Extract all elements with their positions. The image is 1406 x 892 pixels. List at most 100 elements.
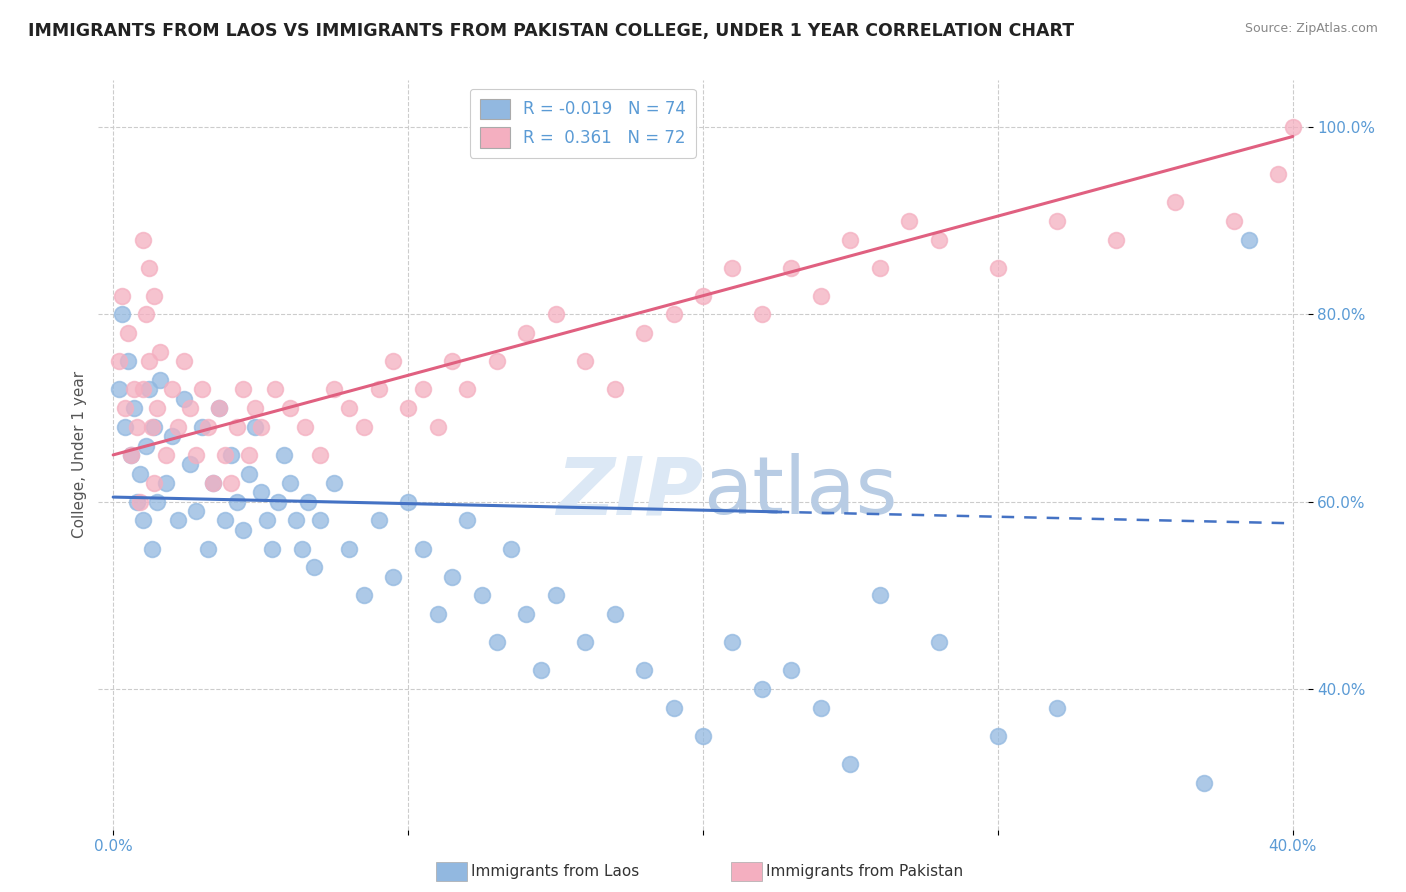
Point: [141, 541, 163, 556]
Point: [179, 457, 201, 471]
Point: [839, 232, 862, 246]
Point: [987, 260, 1010, 275]
Point: [396, 401, 419, 416]
Point: [184, 448, 207, 462]
Point: [1164, 195, 1187, 210]
Point: [262, 541, 284, 556]
Point: [138, 354, 160, 368]
Point: [278, 476, 301, 491]
Point: [869, 260, 891, 275]
Point: [308, 448, 330, 462]
Point: [273, 448, 295, 462]
Point: [662, 307, 685, 321]
Point: [160, 429, 183, 443]
Point: [412, 382, 434, 396]
Point: [117, 326, 139, 341]
Point: [173, 354, 195, 368]
Point: [243, 419, 266, 434]
Point: [135, 439, 157, 453]
Point: [441, 570, 464, 584]
Point: [456, 514, 478, 528]
Point: [232, 523, 254, 537]
Point: [603, 382, 626, 396]
Point: [367, 514, 389, 528]
Point: [111, 289, 134, 303]
Point: [285, 514, 308, 528]
Point: [603, 607, 626, 622]
Point: [249, 419, 271, 434]
Point: [184, 504, 207, 518]
Point: [173, 392, 195, 406]
Point: [485, 635, 508, 649]
Text: Immigrants from Laos: Immigrants from Laos: [471, 864, 640, 879]
Point: [143, 476, 166, 491]
Point: [987, 729, 1010, 743]
Point: [202, 476, 225, 491]
Point: [544, 589, 567, 603]
Point: [1046, 701, 1069, 715]
Point: [297, 494, 319, 508]
Point: [108, 382, 131, 396]
Point: [243, 401, 266, 416]
Point: [751, 307, 773, 321]
Point: [197, 419, 219, 434]
Point: [574, 635, 596, 649]
Point: [149, 373, 172, 387]
Point: [249, 485, 271, 500]
Point: [692, 729, 714, 743]
Point: [111, 307, 134, 321]
Point: [219, 476, 242, 491]
Point: [382, 570, 405, 584]
Point: [353, 419, 375, 434]
Point: [146, 401, 169, 416]
Point: [928, 635, 950, 649]
Point: [141, 419, 163, 434]
Point: [226, 494, 249, 508]
Point: [167, 514, 190, 528]
Legend: R = -0.019   N = 74, R =  0.361   N = 72: R = -0.019 N = 74, R = 0.361 N = 72: [470, 88, 696, 158]
Point: [128, 467, 150, 481]
Point: [122, 382, 145, 396]
Point: [337, 401, 360, 416]
Point: [125, 419, 148, 434]
Text: IMMIGRANTS FROM LAOS VS IMMIGRANTS FROM PAKISTAN COLLEGE, UNDER 1 YEAR CORRELATI: IMMIGRANTS FROM LAOS VS IMMIGRANTS FROM …: [28, 22, 1074, 40]
Point: [128, 494, 150, 508]
Text: ZIP: ZIP: [555, 453, 703, 532]
Point: [108, 354, 131, 368]
Point: [155, 476, 177, 491]
Point: [515, 326, 537, 341]
Point: [1267, 167, 1289, 181]
Point: [131, 382, 153, 396]
Text: Immigrants from Pakistan: Immigrants from Pakistan: [766, 864, 963, 879]
Point: [167, 419, 190, 434]
Point: [1105, 232, 1128, 246]
Point: [308, 514, 330, 528]
Point: [323, 476, 346, 491]
Point: [302, 560, 325, 574]
Point: [120, 448, 142, 462]
Point: [1046, 213, 1069, 227]
Point: [190, 382, 212, 396]
Point: [138, 260, 160, 275]
Point: [146, 494, 169, 508]
Point: [692, 289, 714, 303]
Point: [485, 354, 508, 368]
Point: [530, 664, 553, 678]
Point: [197, 541, 219, 556]
Point: [256, 514, 278, 528]
Point: [190, 419, 212, 434]
Point: [114, 419, 136, 434]
Point: [574, 354, 596, 368]
Point: [125, 494, 148, 508]
Point: [721, 260, 744, 275]
Point: [1194, 776, 1216, 790]
Point: [114, 401, 136, 416]
Point: [131, 514, 153, 528]
Point: [810, 289, 832, 303]
Point: [412, 541, 434, 556]
Point: [179, 401, 201, 416]
Point: [456, 382, 478, 396]
Point: [898, 213, 921, 227]
Point: [396, 494, 419, 508]
Point: [471, 589, 494, 603]
